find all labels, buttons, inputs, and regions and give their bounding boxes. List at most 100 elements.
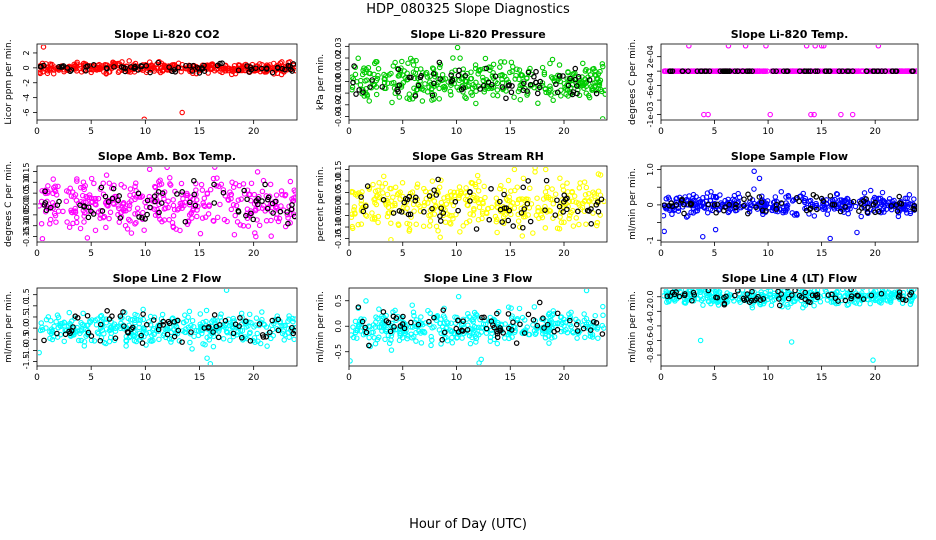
data-point (433, 223, 440, 230)
highlight-point (290, 61, 296, 67)
highlight-point (415, 82, 422, 89)
highlight-point (291, 213, 296, 220)
data-point (165, 204, 171, 211)
highlight-point (868, 292, 875, 299)
highlight-point (431, 80, 437, 87)
data-point (112, 328, 119, 334)
data-point (154, 65, 161, 71)
data-point (399, 180, 406, 186)
panel-8: Slope Line 3 Flow ml/min per min. 0 5 10 15 20… (316, 272, 608, 383)
highlight-point (402, 195, 409, 202)
data-point (505, 79, 512, 85)
data-point (388, 220, 394, 226)
data-point (557, 175, 563, 182)
data-point (558, 314, 565, 320)
data-point (566, 311, 572, 317)
data-point (847, 200, 854, 206)
highlight-point (689, 297, 695, 304)
data-point (230, 202, 237, 208)
data-point (182, 329, 188, 335)
highlight-point (486, 216, 493, 223)
x-tick-label: 15 (505, 249, 516, 259)
data-point (126, 58, 132, 64)
data-point (251, 191, 258, 198)
plot-frame (36, 287, 298, 367)
highlight-point (353, 91, 359, 97)
data-point (864, 293, 871, 299)
data-point (436, 96, 442, 102)
highlight-point (289, 202, 295, 208)
highlight-point (510, 319, 516, 326)
data-point (371, 196, 377, 203)
data-point (797, 289, 804, 292)
data-point (187, 339, 193, 346)
y-axis-label: ml/min per min. (4, 291, 14, 363)
highlight-point (525, 178, 532, 184)
data-point (587, 333, 594, 339)
highlight-point (590, 318, 597, 325)
highlight-point (464, 327, 471, 333)
data-point (856, 300, 863, 307)
data-point (443, 201, 449, 207)
highlight-point (773, 201, 780, 208)
data-point (252, 230, 258, 236)
data-point (599, 322, 606, 329)
highlight-point (796, 292, 803, 299)
data-point (350, 324, 356, 330)
panel-5: Slope Gas Stream RH percent per min. 0 5 10 1… (316, 150, 608, 259)
data-point (372, 340, 379, 347)
y-tick-label: -1e-03 (646, 102, 655, 128)
outlier-point (455, 293, 462, 300)
highlight-point (219, 60, 225, 67)
data-point (557, 78, 564, 85)
data-point (476, 204, 483, 211)
plot-frame (660, 165, 919, 243)
data-point (212, 167, 218, 170)
data-point (858, 68, 864, 74)
data-point (449, 212, 455, 219)
data-point (152, 183, 158, 190)
highlight-point (778, 291, 784, 297)
data-point (713, 194, 719, 201)
highlight-point (260, 334, 267, 340)
data-point (475, 71, 481, 77)
highlight-point (265, 196, 271, 203)
data-point (225, 65, 231, 72)
highlight-point (393, 315, 400, 321)
highlight-point (412, 194, 419, 201)
data-point (355, 221, 361, 228)
panel-6: Slope Sample Flow ml/min per min. 0 5 10 15 20… (628, 150, 919, 259)
data-point (167, 175, 173, 181)
data-point (50, 70, 57, 77)
highlight-point (803, 207, 810, 214)
data-point (87, 318, 93, 324)
highlight-point (531, 73, 537, 80)
data-point (186, 308, 193, 315)
y-tick-label: -2 (22, 79, 31, 87)
highlight-point (872, 209, 878, 216)
highlight-point (380, 197, 387, 203)
highlight-point (436, 59, 443, 66)
highlight-point (192, 202, 199, 209)
highlight-point (211, 181, 217, 188)
x-tick-label: 10 (140, 373, 152, 383)
data-point (532, 331, 539, 337)
highlight-point (746, 299, 753, 305)
data-point (395, 221, 402, 227)
data-point (876, 299, 883, 305)
highlight-point (734, 289, 741, 294)
highlight-point (690, 289, 697, 296)
highlight-point (681, 201, 687, 208)
data-point (519, 196, 525, 202)
data-point (198, 181, 205, 188)
y-axis-label: degrees C per min. (4, 161, 14, 247)
data-point (419, 98, 426, 104)
highlight-point (666, 202, 672, 209)
data-point (767, 292, 773, 298)
data-point (768, 302, 775, 309)
data-point (215, 65, 221, 72)
data-point (451, 192, 458, 199)
data-point (282, 331, 288, 338)
data-point (475, 188, 482, 194)
data-point (207, 186, 214, 193)
